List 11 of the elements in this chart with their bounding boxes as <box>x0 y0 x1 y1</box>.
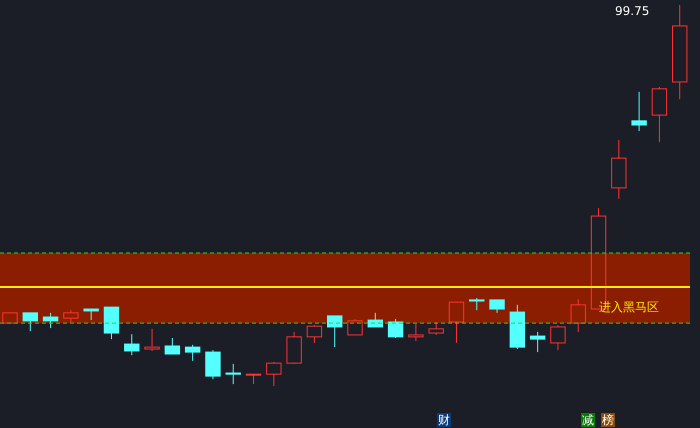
candlestick <box>570 298 586 332</box>
annotation: 99.75 <box>614 4 650 18</box>
text: 榜 <box>601 413 615 427</box>
text: 减 <box>581 413 595 427</box>
annotation: 进入黑马区 <box>598 300 660 314</box>
text: 财 <box>437 413 451 427</box>
candlestick <box>631 91 647 132</box>
candlestick <box>226 363 241 385</box>
candlestick <box>63 310 79 322</box>
candlestick <box>672 5 688 100</box>
candlestick <box>611 139 627 200</box>
